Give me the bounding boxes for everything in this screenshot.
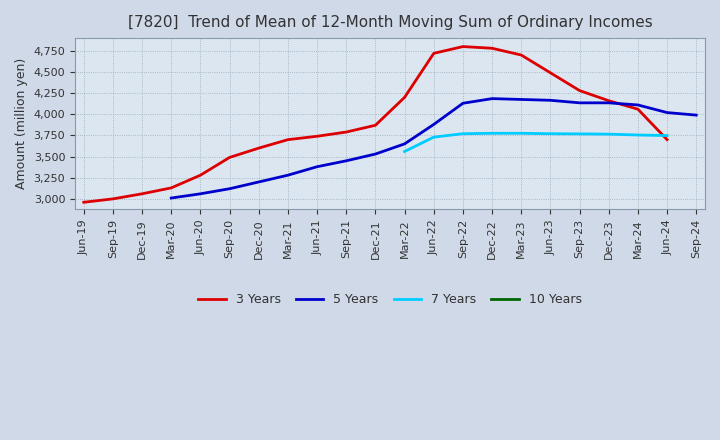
7 Years (604, 132, 613, 137)
3 Years (400, 95, 409, 100)
5 Years (254, 180, 263, 185)
3 Years (254, 146, 263, 151)
3 Years (284, 137, 292, 142)
7 Years (546, 131, 554, 136)
5 Years (692, 113, 701, 118)
3 Years (663, 137, 672, 142)
3 Years (459, 44, 467, 49)
7 Years (575, 131, 584, 136)
5 Years (342, 158, 351, 163)
7 Years (429, 135, 438, 140)
Y-axis label: Amount (million yen): Amount (million yen) (15, 58, 28, 189)
5 Years (459, 101, 467, 106)
7 Years (487, 131, 496, 136)
5 Years (663, 110, 672, 115)
3 Years (79, 200, 88, 205)
3 Years (167, 185, 176, 191)
3 Years (109, 196, 117, 202)
3 Years (196, 172, 204, 178)
7 Years (459, 131, 467, 136)
3 Years (138, 191, 146, 196)
3 Years (342, 129, 351, 135)
Line: 5 Years: 5 Years (171, 99, 696, 198)
3 Years (546, 70, 554, 75)
5 Years (225, 186, 234, 191)
5 Years (400, 141, 409, 147)
3 Years (429, 51, 438, 56)
5 Years (634, 103, 642, 108)
3 Years (604, 98, 613, 103)
3 Years (575, 88, 584, 93)
7 Years (400, 149, 409, 154)
5 Years (487, 96, 496, 101)
5 Years (429, 122, 438, 127)
7 Years (663, 133, 672, 138)
5 Years (284, 172, 292, 178)
3 Years (487, 46, 496, 51)
5 Years (517, 97, 526, 102)
3 Years (517, 52, 526, 58)
5 Years (371, 151, 379, 157)
5 Years (167, 195, 176, 201)
5 Years (312, 164, 321, 169)
5 Years (196, 191, 204, 196)
3 Years (312, 134, 321, 139)
5 Years (546, 98, 554, 103)
5 Years (575, 100, 584, 106)
7 Years (517, 131, 526, 136)
3 Years (371, 123, 379, 128)
Line: 3 Years: 3 Years (84, 47, 667, 202)
3 Years (634, 106, 642, 112)
Legend: 3 Years, 5 Years, 7 Years, 10 Years: 3 Years, 5 Years, 7 Years, 10 Years (194, 288, 587, 311)
Line: 7 Years: 7 Years (405, 133, 667, 151)
3 Years (225, 155, 234, 160)
Title: [7820]  Trend of Mean of 12-Month Moving Sum of Ordinary Incomes: [7820] Trend of Mean of 12-Month Moving … (127, 15, 652, 30)
5 Years (604, 100, 613, 106)
7 Years (634, 132, 642, 138)
